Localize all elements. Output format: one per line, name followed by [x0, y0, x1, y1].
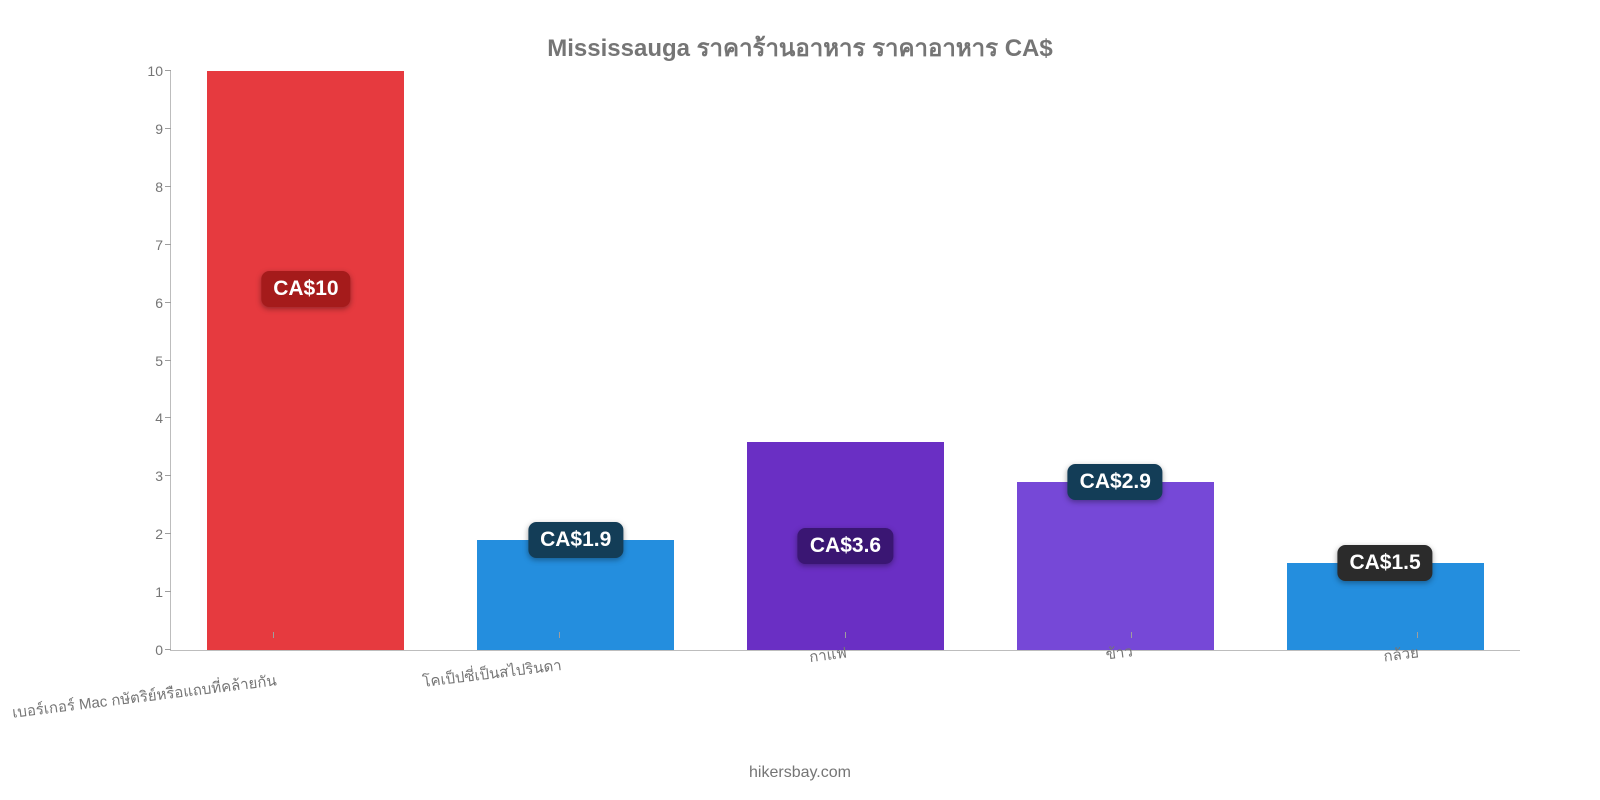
chart-title: Mississauga ราคาร้านอาหาร ราคาอาหาร CA$: [40, 28, 1560, 67]
value-badge: CA$2.9: [1068, 464, 1163, 500]
y-tick-label: 8: [131, 179, 163, 195]
bar-slot: CA$3.6: [711, 71, 981, 650]
x-tick-mark: [845, 632, 846, 638]
y-tick-mark: [165, 302, 171, 303]
y-tick-mark: [165, 591, 171, 592]
y-tick-label: 9: [131, 121, 163, 137]
value-badge: CA$10: [261, 271, 350, 307]
bars-layer: CA$10 CA$1.9 CA$3.6 CA$2.9 CA$1.5: [171, 71, 1520, 650]
y-tick-mark: [165, 128, 171, 129]
x-tick-mark: [1417, 632, 1418, 638]
bar-slot: CA$10: [171, 71, 441, 650]
x-axis-label: กาแฟ: [845, 636, 885, 664]
bar-slot: CA$2.9: [980, 71, 1250, 650]
x-axis-label: ข้าว: [1131, 636, 1161, 663]
y-tick-label: 0: [131, 642, 163, 658]
y-tick-label: 2: [131, 526, 163, 542]
plot-area: CA$10CA$1.9CA$3.6CA$2.9CA$1.5 0123456789…: [170, 71, 1520, 651]
bar-slot: CA$1.5: [1250, 71, 1520, 650]
y-tick-label: 5: [131, 353, 163, 369]
x-tick-mark: [559, 632, 560, 638]
y-tick-label: 10: [131, 63, 163, 79]
bar: CA$10: [207, 71, 404, 650]
y-tick-mark: [165, 186, 171, 187]
value-badge: CA$1.5: [1337, 545, 1432, 581]
y-tick-label: 7: [131, 237, 163, 253]
y-tick-mark: [165, 533, 171, 534]
x-tick-mark: [273, 632, 274, 638]
y-tick-label: 4: [131, 410, 163, 426]
y-tick-label: 3: [131, 468, 163, 484]
y-tick-mark: [165, 244, 171, 245]
y-tick-mark: [165, 360, 171, 361]
y-tick-label: 1: [131, 584, 163, 600]
y-tick-mark: [165, 70, 171, 71]
bar: CA$3.6: [747, 442, 944, 650]
y-tick-mark: [165, 649, 171, 650]
bar-slot: CA$1.9: [441, 71, 711, 650]
chart-container: Mississauga ราคาร้านอาหาร ราคาอาหาร CA$ …: [0, 0, 1600, 800]
y-tick-mark: [165, 475, 171, 476]
credit-text: hikersbay.com: [749, 764, 851, 782]
y-tick-mark: [165, 417, 171, 418]
value-badge: CA$1.9: [528, 522, 623, 558]
y-tick-label: 6: [131, 295, 163, 311]
value-badge: CA$3.6: [798, 528, 893, 564]
x-axis-label: กล้วย: [1417, 636, 1455, 664]
x-tick-mark: [1131, 632, 1132, 638]
bar: [1017, 482, 1214, 650]
